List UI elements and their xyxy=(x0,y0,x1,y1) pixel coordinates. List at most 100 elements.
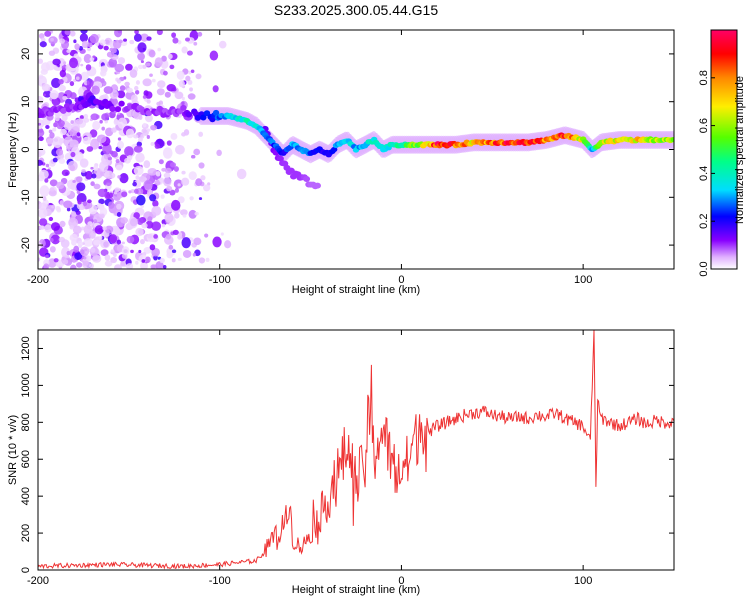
noise-blob xyxy=(53,122,58,128)
noise-blob xyxy=(59,220,66,228)
noise-blob xyxy=(75,118,84,125)
noise-blob xyxy=(76,262,83,268)
noise-blob xyxy=(44,30,52,37)
noise-blob xyxy=(147,168,158,176)
noise-blob xyxy=(114,264,122,269)
noise-blob xyxy=(49,187,55,192)
noise-blob xyxy=(80,226,85,231)
noise-blob xyxy=(55,148,64,156)
noise-blob xyxy=(137,42,147,53)
noise-blob xyxy=(127,154,133,161)
noise-blob xyxy=(79,33,89,43)
noise-blob xyxy=(59,69,67,78)
noise-blob xyxy=(74,43,80,50)
noise-blob xyxy=(159,177,164,183)
noise-blob xyxy=(115,158,120,164)
noise-blob xyxy=(38,95,44,105)
noise-blob xyxy=(140,60,144,64)
noise-blob xyxy=(85,170,93,180)
noise-blob xyxy=(83,256,87,260)
noise-blob xyxy=(78,244,82,248)
snr-marks xyxy=(38,330,674,570)
noise-blob xyxy=(39,41,47,48)
noise-blob xyxy=(73,39,77,44)
noise-blob xyxy=(49,90,59,100)
noise-blob xyxy=(149,194,157,202)
noise-blob xyxy=(118,39,123,44)
noise-blob xyxy=(172,229,179,235)
noise-blob xyxy=(126,263,134,269)
noise-blob xyxy=(174,91,184,100)
noise-blob xyxy=(130,189,135,194)
noise-blob xyxy=(185,75,191,82)
noise-blob xyxy=(104,225,114,234)
noise-blob xyxy=(113,191,118,195)
noise-blob xyxy=(56,181,65,190)
colorbar-gradient xyxy=(710,29,738,270)
noise-blob xyxy=(80,71,89,81)
noise-blob xyxy=(137,52,145,61)
noise-blob xyxy=(198,197,203,201)
noise-blob xyxy=(133,134,139,139)
noise-blob xyxy=(143,160,151,169)
noise-blob xyxy=(85,64,92,71)
noise-blob xyxy=(48,189,57,197)
noise-blob xyxy=(99,119,103,124)
noise-blob xyxy=(76,132,81,137)
noise-blob xyxy=(197,31,203,37)
noise-blob xyxy=(137,64,144,70)
noise-blob xyxy=(91,173,97,179)
noise-blob xyxy=(198,257,206,264)
y-tick-label: 1000 xyxy=(20,373,32,397)
noise-blob xyxy=(188,70,192,75)
noise-blob xyxy=(108,201,115,209)
noise-blob xyxy=(49,246,56,253)
noise-blob xyxy=(149,73,153,77)
noise-blob xyxy=(177,257,182,262)
noise-blob xyxy=(113,252,117,257)
noise-blob xyxy=(200,175,206,181)
noise-blob xyxy=(74,252,83,260)
noise-blob xyxy=(52,58,61,66)
noise-blob xyxy=(136,141,142,147)
noise-blob xyxy=(139,175,146,183)
noise-blob xyxy=(50,37,54,42)
noise-blob xyxy=(181,237,191,249)
snr-xlabel: Height of straight line (km) xyxy=(292,584,420,596)
noise-blob xyxy=(175,144,185,155)
noise-blob xyxy=(89,57,95,62)
noise-blob xyxy=(64,30,71,36)
noise-blob xyxy=(42,93,47,97)
noise-blob xyxy=(46,138,53,145)
noise-blob xyxy=(182,249,192,258)
colorbar-tick-label: 0.8 xyxy=(698,70,710,85)
noise-blob xyxy=(83,113,89,120)
noise-blob xyxy=(38,218,48,227)
noise-blob xyxy=(48,216,54,222)
noise-blob xyxy=(161,55,167,62)
x-tick-label: -200 xyxy=(27,274,49,286)
noise-blob xyxy=(96,134,107,144)
noise-blob xyxy=(111,127,117,133)
noise-blob xyxy=(117,57,126,64)
noise-blob xyxy=(73,245,80,253)
noise-blob xyxy=(72,225,82,235)
noise-blob xyxy=(145,256,151,263)
noise-blob xyxy=(66,250,71,256)
noise-blob xyxy=(90,166,94,170)
noise-blob xyxy=(75,76,80,81)
colorbar-tick-label: 0.6 xyxy=(698,118,710,133)
noise-blob xyxy=(163,172,171,179)
noise-blob xyxy=(184,37,191,42)
noise-blob xyxy=(140,133,145,139)
noise-blob xyxy=(172,87,177,92)
noise-blob xyxy=(135,227,144,237)
noise-blob xyxy=(101,126,105,131)
noise-blob xyxy=(109,47,114,52)
noise-blob xyxy=(42,196,47,201)
noise-blob xyxy=(93,219,98,224)
noise-blob xyxy=(130,249,134,254)
noise-blob xyxy=(165,233,172,240)
noise-blob xyxy=(90,138,100,150)
